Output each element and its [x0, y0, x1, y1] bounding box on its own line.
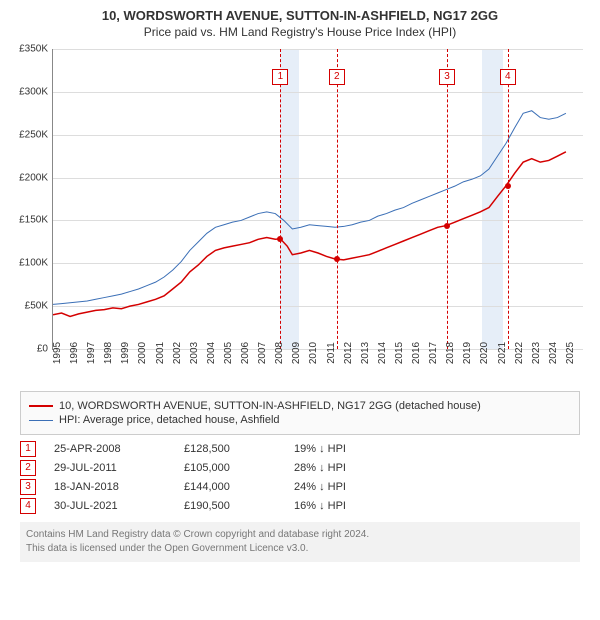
- event-row: 1 25-APR-2008£128,50019% ↓ HPI: [20, 441, 580, 457]
- legend-swatch: [29, 420, 53, 421]
- x-tick-label: 1995: [52, 342, 63, 364]
- legend-label: HPI: Average price, detached house, Ashf…: [59, 414, 280, 426]
- event-date: 29-JUL-2011: [54, 462, 184, 474]
- legend-item: 10, WORDSWORTH AVENUE, SUTTON-IN-ASHFIEL…: [29, 400, 571, 412]
- event-callout: 2: [329, 69, 345, 85]
- event-marker-dot: [277, 236, 283, 242]
- x-tick-label: 2000: [137, 342, 148, 364]
- series-svg: [53, 49, 583, 349]
- x-tick-label: 2024: [548, 342, 559, 364]
- y-tick-label: £150K: [12, 215, 48, 226]
- x-tick-label: 2003: [189, 342, 200, 364]
- x-tick-label: 2005: [223, 342, 234, 364]
- x-tick-label: 2017: [428, 342, 439, 364]
- event-number: 4: [20, 498, 36, 514]
- x-tick-label: 2008: [274, 342, 285, 364]
- x-tick-label: 1998: [103, 342, 114, 364]
- chart-legend: 10, WORDSWORTH AVENUE, SUTTON-IN-ASHFIEL…: [20, 391, 580, 435]
- event-callout: 3: [439, 69, 455, 85]
- plot-area: 1 2 3 4: [52, 49, 583, 350]
- event-diff: 24% ↓ HPI: [294, 481, 346, 493]
- x-tick-label: 2020: [479, 342, 490, 364]
- chart-container: 1 2 3 4 £0 £50K £100K £150K £200K £250K £300K £350…: [12, 45, 588, 385]
- y-tick-label: £100K: [12, 258, 48, 269]
- x-tick-label: 2001: [155, 342, 166, 364]
- legend-label: 10, WORDSWORTH AVENUE, SUTTON-IN-ASHFIEL…: [59, 400, 481, 412]
- legend-item: HPI: Average price, detached house, Ashf…: [29, 414, 571, 426]
- y-tick-label: £50K: [12, 301, 48, 312]
- x-tick-label: 2013: [360, 342, 371, 364]
- chart-subtitle: Price paid vs. HM Land Registry's House …: [12, 25, 588, 39]
- x-tick-label: 2016: [411, 342, 422, 364]
- event-date: 25-APR-2008: [54, 443, 184, 455]
- x-tick-label: 2019: [462, 342, 473, 364]
- event-row: 3 18-JAN-2018£144,00024% ↓ HPI: [20, 479, 580, 495]
- x-tick-label: 2009: [291, 342, 302, 364]
- x-tick-label: 2025: [565, 342, 576, 364]
- x-tick-label: 2002: [172, 342, 183, 364]
- footnote-line: This data is licensed under the Open Gov…: [26, 542, 574, 556]
- x-tick-label: 2007: [257, 342, 268, 364]
- x-tick-label: 2004: [206, 342, 217, 364]
- event-date: 18-JAN-2018: [54, 481, 184, 493]
- event-number: 2: [20, 460, 36, 476]
- footnote: Contains HM Land Registry data © Crown c…: [20, 522, 580, 562]
- x-tick-label: 2012: [343, 342, 354, 364]
- y-tick-label: £250K: [12, 129, 48, 140]
- x-tick-label: 2014: [377, 342, 388, 364]
- event-price: £190,500: [184, 500, 294, 512]
- x-tick-label: 1999: [120, 342, 131, 364]
- event-row: 4 30-JUL-2021£190,50016% ↓ HPI: [20, 498, 580, 514]
- x-tick-label: 2010: [308, 342, 319, 364]
- x-tick-label: 2021: [497, 342, 508, 364]
- y-tick-label: £350K: [12, 44, 48, 55]
- y-tick-label: £200K: [12, 172, 48, 183]
- x-tick-label: 2006: [240, 342, 251, 364]
- event-line: [508, 49, 509, 349]
- x-tick-label: 2011: [326, 342, 337, 364]
- event-number: 3: [20, 479, 36, 495]
- x-tick-label: 2022: [514, 342, 525, 364]
- x-tick-label: 2018: [445, 342, 456, 364]
- y-tick-label: £0: [12, 344, 48, 355]
- x-tick-label: 2015: [394, 342, 405, 364]
- event-line: [280, 49, 281, 349]
- event-row: 2 29-JUL-2011£105,00028% ↓ HPI: [20, 460, 580, 476]
- y-tick-label: £300K: [12, 86, 48, 97]
- event-line: [337, 49, 338, 349]
- footnote-line: Contains HM Land Registry data © Crown c…: [26, 528, 574, 542]
- event-marker-dot: [505, 183, 511, 189]
- event-price: £144,000: [184, 481, 294, 493]
- x-tick-label: 1997: [86, 342, 97, 364]
- event-price: £128,500: [184, 443, 294, 455]
- event-number: 1: [20, 441, 36, 457]
- event-table: 1 25-APR-2008£128,50019% ↓ HPI 2 29-JUL-201…: [20, 441, 580, 514]
- event-callout: 1: [272, 69, 288, 85]
- event-diff: 19% ↓ HPI: [294, 443, 346, 455]
- event-marker-dot: [444, 223, 450, 229]
- event-date: 30-JUL-2021: [54, 500, 184, 512]
- x-tick-label: 2023: [531, 342, 542, 364]
- legend-swatch: [29, 405, 53, 407]
- event-callout: 4: [500, 69, 516, 85]
- chart-title: 10, WORDSWORTH AVENUE, SUTTON-IN-ASHFIEL…: [12, 8, 588, 23]
- event-diff: 16% ↓ HPI: [294, 500, 346, 512]
- x-tick-label: 1996: [69, 342, 80, 364]
- event-marker-dot: [334, 256, 340, 262]
- event-diff: 28% ↓ HPI: [294, 462, 346, 474]
- event-price: £105,000: [184, 462, 294, 474]
- event-line: [447, 49, 448, 349]
